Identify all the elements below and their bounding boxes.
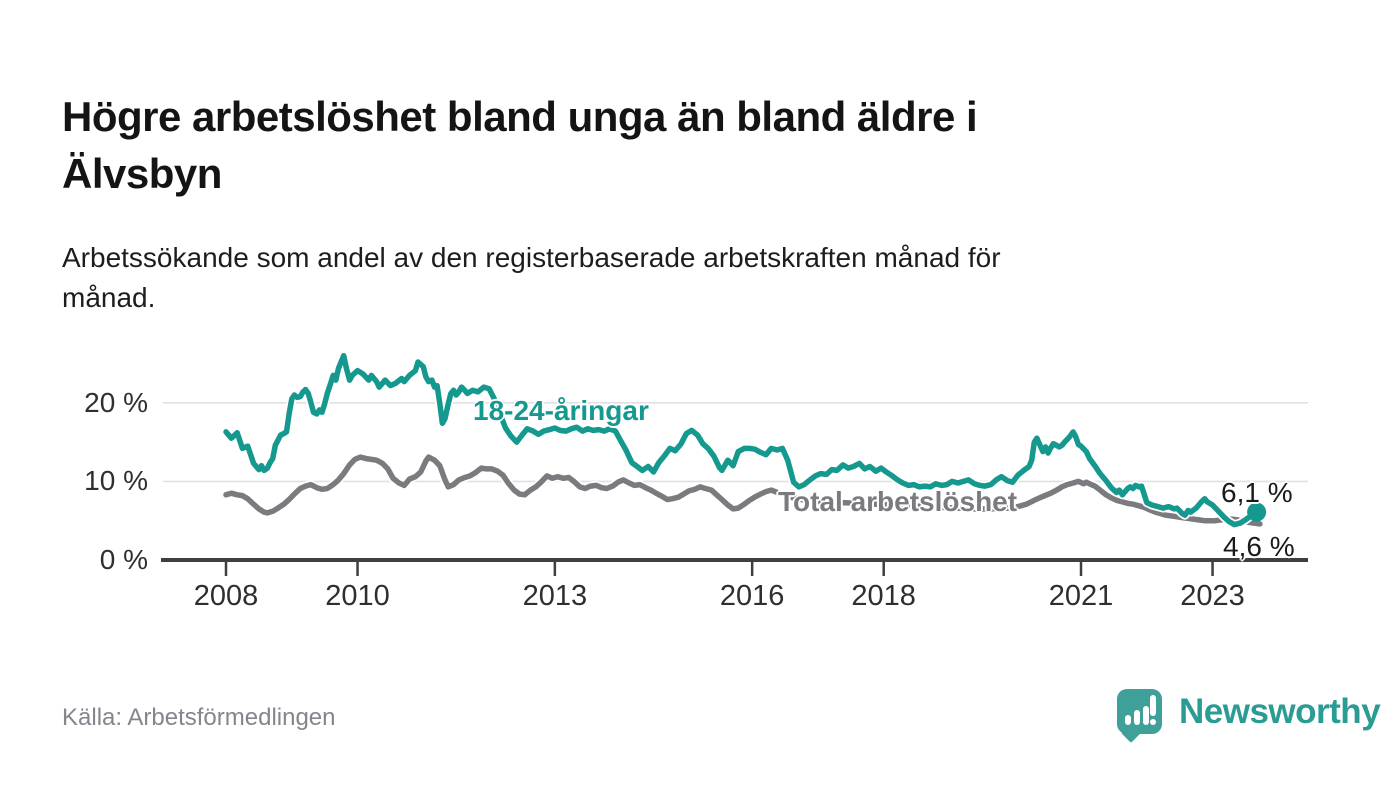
newsworthy-logo-icon — [1117, 689, 1162, 734]
source-caption: Källa: Arbetsförmedlingen — [62, 704, 336, 731]
newsworthy-logo: Newsworthy — [1117, 689, 1381, 734]
series-label-total: Total arbetslöshet — [778, 486, 1018, 517]
x-tick-label: 2013 — [522, 580, 588, 612]
x-tick-label: 2008 — [193, 580, 259, 612]
logo-bar-icon — [1143, 706, 1149, 725]
x-tick-label: 2018 — [851, 580, 916, 612]
end-dot — [1247, 502, 1267, 522]
newsworthy-wordmark: Newsworthy — [1179, 692, 1381, 731]
series-line — [223, 454, 1263, 527]
end-value-young: 6,1 % — [1221, 477, 1293, 508]
page-title: Högre arbetslöshet bland unga än bland ä… — [62, 93, 978, 198]
x-tick-label: 2016 — [719, 580, 785, 612]
y-tick-label: 0 % — [99, 544, 148, 575]
x-tick-label: 2010 — [325, 580, 390, 612]
series-label-young: 18-24-åringar — [473, 395, 649, 426]
y-tick-label: 10 % — [84, 465, 148, 497]
logo-exclamation-icon — [1150, 695, 1156, 716]
logo-bar-icon — [1134, 710, 1140, 725]
y-tick-label: 20 % — [84, 386, 148, 418]
chart-subtitle: Arbetssökande som andel av den registerb… — [62, 242, 1001, 313]
series-line — [223, 352, 1260, 528]
logo-exclamation-dot-icon — [1150, 719, 1156, 725]
x-tick-label: 2023 — [1180, 580, 1245, 612]
logo-bar-icon — [1125, 715, 1131, 725]
end-value-total: 4,6 % — [1223, 531, 1295, 562]
x-tick-label: 2021 — [1048, 580, 1114, 612]
